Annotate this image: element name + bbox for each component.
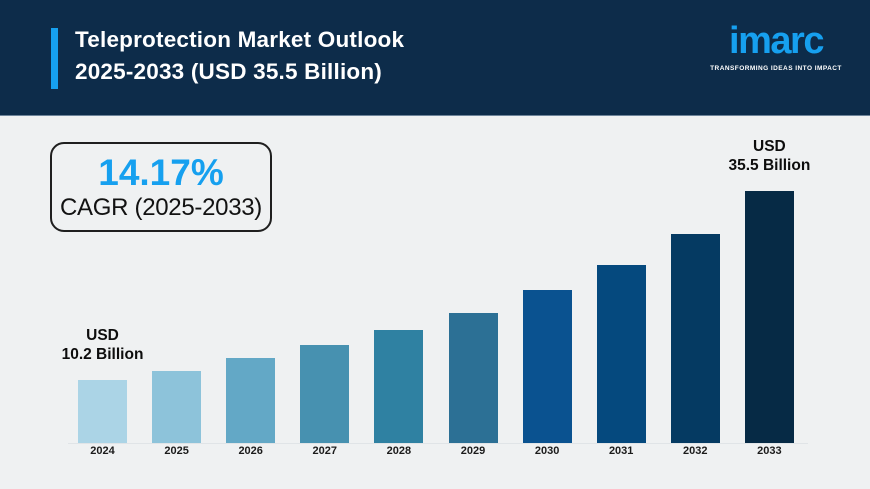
- value-label-line-1: USD: [753, 138, 786, 156]
- header: Teleprotection Market Outlook 2025-2033 …: [0, 0, 870, 116]
- bar-2033: [744, 191, 794, 443]
- value-label-2024: USD 10.2 Billion: [33, 327, 173, 365]
- value-label-2033: USD 35.5 Billion: [699, 138, 839, 176]
- x-axis-label-2030: 2030: [534, 445, 560, 457]
- x-axis-label-2031: 2031: [608, 445, 634, 457]
- title-accent-bar: [51, 28, 58, 89]
- x-axis-label-2027: 2027: [312, 445, 338, 457]
- page-title-line-1: Teleprotection Market Outlook: [75, 27, 405, 52]
- imarc-logo: imarc TRANSFORMING IDEAS INTO IMPACT: [710, 20, 842, 72]
- value-label-line-1: USD: [86, 327, 119, 345]
- x-axis-line: [68, 443, 808, 444]
- page-title-line-2: 2025-2033 (USD 35.5 Billion): [75, 59, 382, 84]
- x-axis-label-2029: 2029: [460, 445, 486, 457]
- x-axis-label-2028: 2028: [386, 445, 412, 457]
- x-axis-label-2032: 2032: [683, 445, 708, 457]
- value-label-line-2: 35.5 Billion: [728, 157, 811, 175]
- bar-chart: 2024 2025 2026 2027 2028 2029 2030 2031 2032 2033…: [62, 130, 811, 458]
- bar-2029: [448, 313, 498, 443]
- bar-2024: [78, 380, 127, 443]
- value-label-line-2: 10.2 Billion: [61, 346, 144, 364]
- bar-2032: [670, 234, 720, 443]
- x-axis-label-2026: 2026: [238, 445, 263, 457]
- bar-2030: [522, 290, 572, 443]
- x-axis-label-2033: 2033: [757, 445, 782, 457]
- x-axis-label-2024: 2024: [90, 445, 115, 457]
- cagr-label: CAGR (2025-2033): [60, 193, 262, 221]
- cagr-value: 14.17%: [98, 151, 224, 193]
- imarc-wordmark: imarc: [729, 20, 824, 62]
- cagr-box: 14.17% CAGR (2025-2033): [50, 142, 272, 232]
- bar-2028: [374, 330, 424, 443]
- bar-2025: [152, 371, 202, 443]
- x-axis-label-2025: 2025: [164, 445, 189, 457]
- page-title: Teleprotection Market Outlook 2025-2033 …: [75, 24, 404, 88]
- bar-2027: [300, 345, 350, 443]
- imarc-tagline: TRANSFORMING IDEAS INTO IMPACT: [710, 64, 842, 72]
- bar-2031: [596, 265, 646, 443]
- bar-2026: [226, 358, 276, 443]
